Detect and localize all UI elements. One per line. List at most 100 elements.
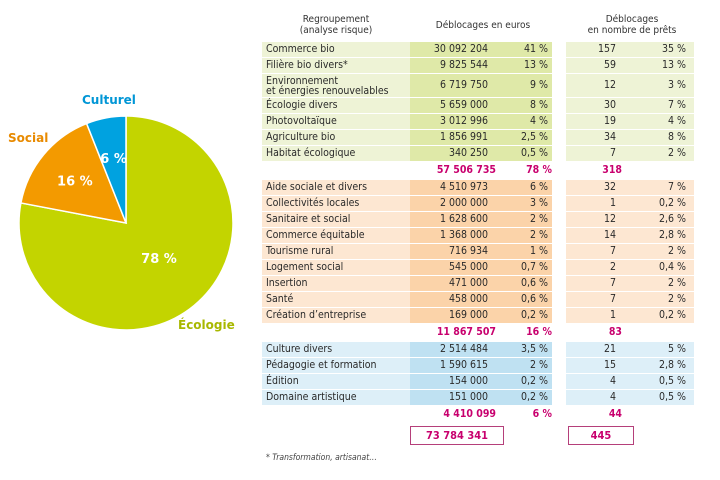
column-gap xyxy=(552,42,566,58)
table-row: Tourisme rural 716 934 1 % 7 2 % xyxy=(262,244,694,260)
row-loans: 14 xyxy=(566,228,622,244)
row-loans: 12 xyxy=(566,212,622,228)
row-euros-pct: 2 % xyxy=(496,212,552,228)
column-gap xyxy=(552,98,566,114)
row-label: Écologie divers xyxy=(262,98,410,114)
row-loans-pct: 2,8 % xyxy=(622,228,694,244)
row-loans: 4 xyxy=(566,374,622,390)
column-gap xyxy=(552,180,566,196)
row-label: Photovoltaïque xyxy=(262,114,410,130)
row-euros: 471 000 xyxy=(410,276,496,292)
row-loans: 4 xyxy=(566,390,622,406)
row-loans: 59 xyxy=(566,58,622,74)
row-euros: 1 628 600 xyxy=(410,212,496,228)
column-gap xyxy=(552,358,566,374)
row-loans-pct: 7 % xyxy=(622,98,694,114)
pie-value-label-2: 6 % xyxy=(100,152,127,167)
row-loans: 32 xyxy=(566,180,622,196)
row-euros-pct: 3 % xyxy=(496,196,552,212)
row-euros-pct: 2,5 % xyxy=(496,130,552,146)
row-euros: 1 590 615 xyxy=(410,358,496,374)
column-gap xyxy=(552,390,566,406)
row-loans-pct: 2 % xyxy=(622,244,694,260)
column-gap xyxy=(552,308,566,324)
column-gap xyxy=(552,244,566,260)
row-loans-pct: 13 % xyxy=(622,58,694,74)
row-euros: 2 514 484 xyxy=(410,342,496,358)
row-loans: 7 xyxy=(566,244,622,260)
table-row: Environnement et énergies renouvelables 6 … xyxy=(262,74,694,98)
column-gap xyxy=(552,114,566,130)
column-gap xyxy=(552,342,566,358)
subtotal-ecologie-pct: 78 % xyxy=(526,164,552,176)
table-row: Habitat écologique 340 250 0,5 % 7 2 % xyxy=(262,146,694,162)
row-euros: 340 250 xyxy=(410,146,496,162)
row-loans-pct: 2,8 % xyxy=(622,358,694,374)
row-loans-pct: 0,2 % xyxy=(622,308,694,324)
table-row: Photovoltaïque 3 012 996 4 % 19 4 % xyxy=(262,114,694,130)
row-label: Culture divers xyxy=(262,342,410,358)
row-loans: 21 xyxy=(566,342,622,358)
subtotal-culturel-euros: 4 410 099 xyxy=(443,408,496,420)
row-euros: 6 719 750 xyxy=(410,74,496,98)
row-euros: 1 368 000 xyxy=(410,228,496,244)
row-euros: 30 092 204 xyxy=(410,42,496,58)
row-label: Insertion xyxy=(262,276,410,292)
row-euros: 5 659 000 xyxy=(410,98,496,114)
row-loans: 1 xyxy=(566,196,622,212)
table-row: Écologie divers 5 659 000 8 % 30 7 % xyxy=(262,98,694,114)
row-euros: 9 825 544 xyxy=(410,58,496,74)
column-gap xyxy=(552,228,566,244)
row-euros-pct: 0,6 % xyxy=(496,292,552,308)
header-group: Regroupement (analyse risque) xyxy=(262,14,410,36)
column-gap xyxy=(552,260,566,276)
column-gap xyxy=(552,292,566,308)
header-group-sublabel: (analyse risque) xyxy=(299,25,373,36)
row-euros: 151 000 xyxy=(410,390,496,406)
row-loans: 12 xyxy=(566,74,622,98)
table-row: Création d’entreprise 169 000 0,2 % 1 0,2 % xyxy=(262,308,694,324)
table-row: Sanitaire et social 1 628 600 2 % 12 2,6 % xyxy=(262,212,694,228)
row-euros-pct: 0,2 % xyxy=(496,374,552,390)
column-gap xyxy=(552,212,566,228)
column-gap xyxy=(552,130,566,146)
row-loans: 15 xyxy=(566,358,622,374)
row-loans-pct: 0,5 % xyxy=(622,390,694,406)
row-label: Sanitaire et social xyxy=(262,212,410,228)
header-euros-label: Déblocages en euros xyxy=(435,20,531,31)
row-label: Agriculture bio xyxy=(262,130,410,146)
row-loans-pct: 2 % xyxy=(622,292,694,308)
subtotal-culturel-loans: 44 xyxy=(608,408,622,420)
row-euros-pct: 0,7 % xyxy=(496,260,552,276)
pie-value-label-0: 78 % xyxy=(141,252,177,267)
subtotal-ecologie-euros: 57 506 735 xyxy=(436,164,496,176)
row-euros: 716 934 xyxy=(410,244,496,260)
column-gap xyxy=(552,374,566,390)
row-euros-pct: 6 % xyxy=(496,180,552,196)
table-row: Santé 458 000 0,6 % 7 2 % xyxy=(262,292,694,308)
row-loans-pct: 2,6 % xyxy=(622,212,694,228)
row-loans-pct: 0,4 % xyxy=(622,260,694,276)
pie-category-label-1: Social xyxy=(8,131,48,145)
row-loans: 157 xyxy=(566,42,622,58)
row-loans: 7 xyxy=(566,276,622,292)
subtotal-culturel-pct: 6 % xyxy=(532,408,552,420)
row-label: Pédagogie et formation xyxy=(262,358,410,374)
table-row: Aide sociale et divers 4 510 973 6 % 32 7 % xyxy=(262,180,694,196)
row-euros-pct: 0,6 % xyxy=(496,276,552,292)
table-row: Édition 154 000 0,2 % 4 0,5 % xyxy=(262,374,694,390)
row-euros-pct: 0,2 % xyxy=(496,308,552,324)
column-gap xyxy=(552,146,566,162)
row-euros: 545 000 xyxy=(410,260,496,276)
row-loans: 34 xyxy=(566,130,622,146)
row-label: Collectivités locales xyxy=(262,196,410,212)
row-label: Filière bio divers* xyxy=(262,58,410,74)
row-label: Logement social xyxy=(262,260,410,276)
row-loans: 7 xyxy=(566,146,622,162)
column-gap xyxy=(552,276,566,292)
row-loans-pct: 3 % xyxy=(622,74,694,98)
row-label: Aide sociale et divers xyxy=(262,180,410,196)
row-euros-pct: 3,5 % xyxy=(496,342,552,358)
row-euros-pct: 13 % xyxy=(496,58,552,74)
row-euros-pct: 9 % xyxy=(496,74,552,98)
